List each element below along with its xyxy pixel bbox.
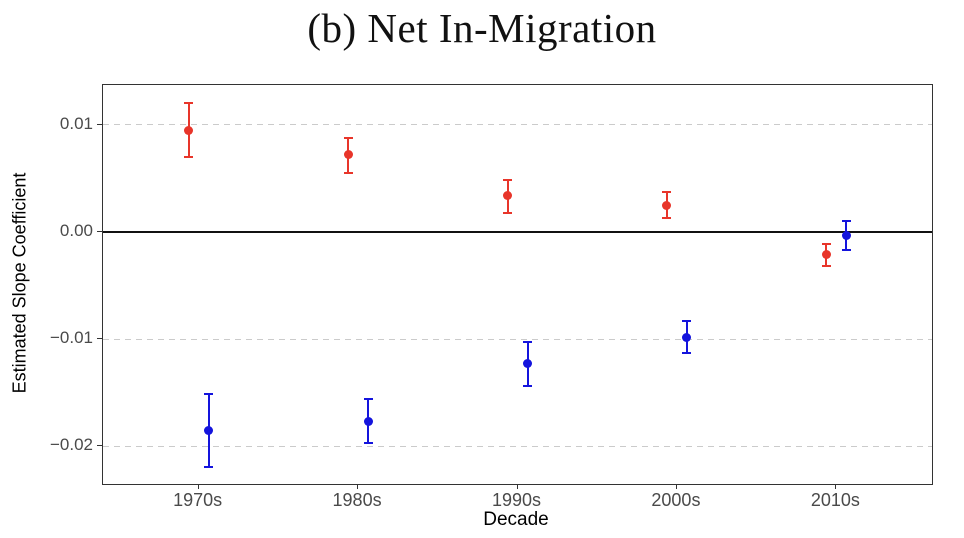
point-blue-2000s: [682, 332, 692, 342]
x-tick-1970s: [197, 484, 199, 489]
errorbar-cap-bottom-red-2000s: [662, 217, 672, 219]
point-red-1970s: [184, 125, 194, 135]
x-tick-1980s: [357, 484, 359, 489]
x-tick-label-2000s: 2000s: [651, 490, 701, 510]
point-red-2000s: [662, 200, 672, 210]
point-red-1990s: [503, 190, 512, 200]
x-tick-label-1970s: 1970s: [173, 490, 223, 510]
x-tick-2000s: [675, 484, 677, 489]
errorbar-cap-top-red-1970s: [184, 102, 194, 105]
errorbar-cap-top-blue-1970s: [204, 392, 214, 395]
zero-reference-line: [103, 230, 932, 233]
y-tick-0.00: [97, 230, 102, 232]
y-tick-−0.02: [97, 445, 102, 447]
gridline-y-−0.02: [103, 445, 932, 447]
y-tick-label-−0.02: −0.02: [49, 435, 93, 455]
point-blue-2010s: [841, 230, 851, 240]
y-axis-title: Estimated Slope Coefficient: [9, 172, 30, 394]
errorbar-cap-top-red-2000s: [662, 191, 672, 194]
point-red-2010s: [821, 249, 831, 259]
errorbar-cap-bottom-red-1980s: [343, 171, 353, 174]
errorbar-cap-bottom-blue-1970s: [204, 465, 214, 468]
point-blue-1990s: [523, 359, 532, 369]
x-tick-label-1980s: 1980s: [332, 490, 382, 510]
errorbar-cap-top-blue-1990s: [523, 341, 532, 344]
y-tick-−0.01: [97, 338, 102, 340]
x-tick-1990s: [516, 484, 518, 489]
errorbar-cap-top-blue-1980s: [363, 398, 373, 401]
errorbar-cap-top-red-2010s: [821, 242, 831, 245]
plot-panel: [102, 84, 933, 485]
errorbar-cap-top-blue-2010s: [841, 220, 851, 223]
point-red-1980s: [343, 150, 353, 160]
y-tick-label-−0.01: −0.01: [49, 328, 93, 348]
errorbar-cap-bottom-red-1990s: [503, 211, 512, 214]
x-tick-label-2010s: 2010s: [810, 490, 860, 510]
errorbar-cap-bottom-red-2010s: [821, 265, 831, 268]
gridline-y-−0.01: [103, 338, 932, 340]
errorbar-cap-bottom-blue-2010s: [841, 249, 851, 252]
errorbar-cap-bottom-blue-2000s: [682, 352, 692, 355]
point-blue-1980s: [363, 417, 373, 427]
errorbar-cap-bottom-red-1970s: [184, 155, 194, 158]
errorbar-cap-top-red-1980s: [343, 136, 353, 139]
errorbar-cap-bottom-blue-1980s: [363, 442, 373, 445]
x-tick-label-1990s: 1990s: [491, 490, 542, 510]
chart-title: (b) Net In-Migration: [307, 5, 657, 51]
point-blue-1970s: [204, 425, 214, 435]
gridline-y-0.01: [103, 124, 932, 126]
errorbar-cap-top-red-1990s: [503, 179, 512, 182]
y-tick-label-0.01: 0.01: [59, 113, 93, 133]
errorbar-cap-bottom-blue-1990s: [523, 385, 532, 388]
y-tick-0.01: [97, 123, 102, 125]
y-tick-label-0.00: 0.00: [59, 220, 93, 240]
x-axis-title: Decade: [483, 509, 549, 530]
errorbar-cap-top-blue-2000s: [682, 319, 692, 322]
x-tick-2010s: [835, 484, 837, 489]
